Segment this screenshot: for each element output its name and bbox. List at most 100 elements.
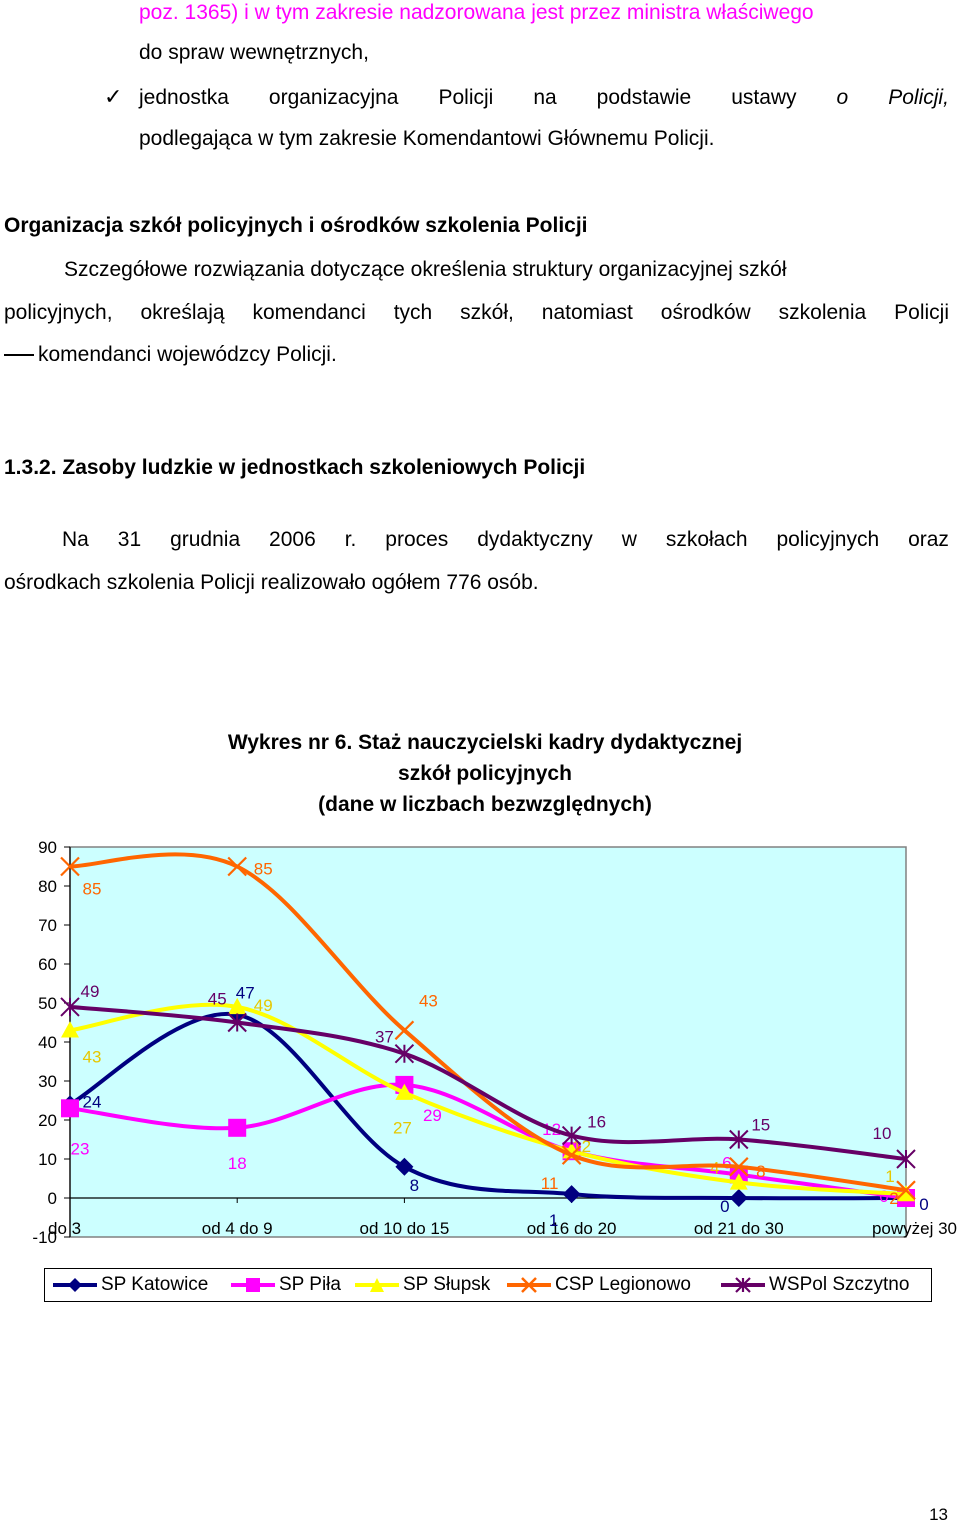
legend-item: SP Katowice: [53, 1269, 208, 1301]
data-label: 0: [720, 1197, 729, 1216]
y-tick-label: 80: [38, 877, 57, 896]
data-label: 43: [83, 1047, 102, 1066]
data-label: 45: [208, 990, 227, 1009]
data-point-marker: [729, 1157, 749, 1177]
data-label: 85: [254, 860, 273, 879]
data-label: 27: [393, 1119, 412, 1138]
data-label: 10: [873, 1124, 892, 1143]
y-tick-label: -10: [32, 1228, 57, 1247]
data-point-marker: [227, 856, 247, 877]
legend-item: WSPol Szczytno: [721, 1269, 909, 1301]
chart-legend: SP Katowice SP Piła SP Słupsk CSP Legionowo…: [44, 1268, 932, 1302]
data-point-marker: [897, 1185, 915, 1202]
data-label: 43: [419, 991, 438, 1010]
data-label: 1: [885, 1167, 894, 1186]
data-point-marker: [228, 1118, 247, 1137]
intro-line-2: do spraw wewnętrznych,: [139, 41, 369, 64]
square-marker-icon: [231, 1278, 275, 1292]
data-point-marker: [228, 997, 247, 1015]
data-point-marker: [61, 1099, 79, 1118]
word: na: [533, 86, 557, 109]
y-tick-label: 0: [48, 1189, 57, 1208]
y-tick-label: 10: [38, 1150, 57, 1169]
x-tick-label: powyżej 30: [872, 1219, 957, 1238]
legend-item: CSP Legionowo: [507, 1269, 691, 1301]
word: podstawie: [596, 86, 692, 109]
data-label: 47: [236, 984, 255, 1003]
section1-para-line-2: policyjnych, określają komendanci tych s…: [4, 301, 949, 324]
word: 31: [117, 528, 142, 551]
data-point-marker: [729, 1189, 748, 1207]
data-label: 23: [71, 1139, 90, 1158]
data-point-marker: [896, 1149, 916, 1169]
data-label: 29: [423, 1106, 442, 1125]
section1-para-line-1: Szczegółowe rozwiązania dotyczące określ…: [4, 257, 949, 283]
word: Na: [62, 528, 89, 551]
y-tick-label: 40: [38, 1033, 57, 1052]
data-label: 8: [410, 1176, 419, 1195]
legend-item: SP Piła: [231, 1269, 341, 1301]
word: o: [836, 86, 849, 109]
data-label: 0: [879, 1187, 888, 1206]
y-tick-label: 90: [38, 838, 57, 857]
data-point-marker: [227, 1012, 247, 1033]
data-point-marker: [729, 1173, 748, 1190]
data-point-marker: [561, 1145, 582, 1165]
data-label: 1: [549, 1211, 558, 1230]
data-point-marker: [394, 1020, 415, 1041]
y-tick-label: 30: [38, 1072, 57, 1091]
series-line: [69, 1004, 907, 1161]
star-marker-icon: [721, 1277, 765, 1293]
triangle-marker-icon: [355, 1278, 399, 1292]
data-label: 49: [81, 982, 100, 1001]
word: w: [621, 528, 637, 551]
data-label: 4: [710, 1158, 719, 1177]
y-tick-label: 60: [38, 955, 57, 974]
word: dydaktyczny: [477, 528, 593, 551]
series-line: [69, 1002, 907, 1197]
chart-title-line-3: (dane w liczbach bezwzględnych): [318, 793, 652, 816]
section-heading-zasoby: 1.3.2. Zasoby ludzkie w jednostkach szko…: [4, 456, 586, 479]
word: policyjnych: [776, 528, 880, 551]
data-label: 18: [228, 1154, 247, 1173]
data-label: 6: [722, 1154, 731, 1173]
data-point-marker: [561, 1125, 582, 1146]
data-label: 8: [756, 1162, 765, 1181]
x-tick-label: od 21 do 30: [694, 1219, 784, 1238]
word: proces: [385, 528, 449, 551]
word: organizacyjna: [268, 86, 399, 109]
legend-label: SP Piła: [279, 1274, 341, 1295]
x-tick-label: od 16 do 20: [527, 1219, 617, 1238]
page-number: 13: [929, 1505, 948, 1524]
bullet-line-2: podlegająca w tym zakresie Komendantowi …: [139, 127, 715, 150]
diamond-marker-icon: [53, 1278, 97, 1292]
data-point-marker: [395, 1083, 414, 1100]
bullet-line-1: jednostka organizacyjna Policji na podstawie…: [139, 85, 949, 111]
legend-item: SP Słupsk: [355, 1269, 490, 1301]
section1-para-line-3: komendanci wojewódzcy Policji.: [4, 342, 337, 368]
word: r.: [344, 528, 357, 551]
word: grudnia: [170, 528, 241, 551]
data-point-marker: [60, 997, 80, 1017]
checkmark-icon: ✓: [104, 84, 123, 109]
data-point-marker: [729, 1129, 749, 1150]
para-text: Szczegółowe rozwiązania dotyczące określ…: [64, 258, 787, 281]
legend-label: WSPol Szczytno: [769, 1274, 910, 1295]
word: ustawy: [731, 86, 797, 109]
y-tick-label: 50: [38, 994, 57, 1013]
section2-para-line-2: ośrodkach szkolenia Policji realizowało …: [4, 571, 539, 594]
x-marker-icon: [507, 1277, 551, 1293]
word: szkołach: [665, 528, 748, 551]
section-heading-organizacja: Organizacja szkół policyjnych i ośrodków…: [4, 214, 588, 237]
intro-line-1: poz. 1365) i w tym zakresie nadzorowana …: [139, 1, 814, 24]
data-label: 85: [83, 880, 102, 899]
data-label: 37: [375, 1028, 394, 1047]
data-point-marker: [60, 856, 80, 877]
section2-para-line-1: Na 31 grudnia 2006 r. proces dydaktyczny w szkoł…: [62, 527, 949, 553]
data-label: 15: [751, 1116, 770, 1135]
chart-title-line-1: Wykres nr 6. Staż nauczycielski kadry dy…: [227, 731, 743, 754]
data-label: 24: [83, 1092, 102, 1111]
word: jednostka: [139, 86, 229, 109]
x-tick-label: od 4 do 9: [202, 1219, 273, 1238]
